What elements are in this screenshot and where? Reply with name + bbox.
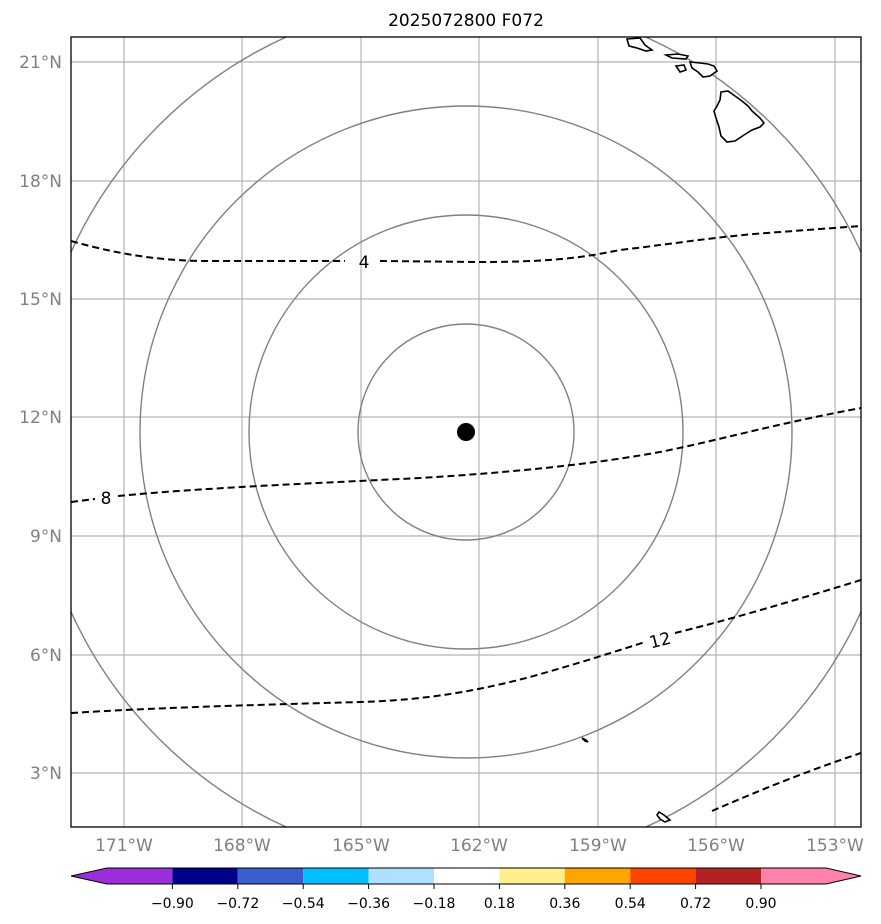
colorbar-segment bbox=[564, 868, 631, 884]
map-frame bbox=[70, 36, 862, 828]
range-ring-2 bbox=[248, 214, 684, 650]
colorbar-segment bbox=[172, 868, 238, 884]
island-kauai bbox=[625, 37, 655, 52]
lat-tick-label: 6°N bbox=[30, 646, 62, 666]
lat-tick-label: 3°N bbox=[30, 764, 62, 784]
lon-tick-label: 168°W bbox=[213, 836, 271, 856]
colorbar-extend-high bbox=[826, 868, 861, 884]
range-rings bbox=[71, 37, 861, 827]
island-oahu bbox=[663, 53, 690, 60]
storm-center-marker bbox=[457, 423, 475, 441]
lon-axis: 171°W 168°W 165°W 162°W 159°W 156°W 153°… bbox=[95, 836, 864, 856]
contour-lines bbox=[71, 225, 861, 812]
colorbar-segment bbox=[695, 868, 761, 884]
colorbar-tick-label: −0.54 bbox=[282, 896, 325, 912]
colorbar-segment bbox=[107, 868, 173, 884]
island-hawaii bbox=[713, 90, 766, 143]
map-title: 2025072800 F072 bbox=[388, 11, 544, 31]
island-lanai bbox=[674, 64, 688, 73]
lat-tick-label: 9°N bbox=[30, 527, 62, 547]
range-ring-3 bbox=[139, 105, 793, 759]
island-small-2 bbox=[656, 810, 672, 823]
colorbar-outline bbox=[70, 867, 862, 885]
lat-tick-label: 15°N bbox=[19, 290, 62, 310]
colorbar: −0.90 −0.72 −0.54 −0.36 −0.18 0.18 0.36 … bbox=[70, 867, 862, 912]
colorbar-segment bbox=[237, 868, 304, 884]
colorbar-segment bbox=[368, 868, 434, 884]
colorbar-segment bbox=[434, 868, 500, 884]
colorbar-ticks bbox=[171, 884, 762, 889]
colorbar-tick-label: −0.90 bbox=[151, 896, 194, 912]
colorbar-tick-label: 0.72 bbox=[680, 896, 711, 912]
lat-tick-label: 21°N bbox=[19, 53, 62, 73]
contour-line-4 bbox=[71, 225, 861, 264]
island-small-1 bbox=[581, 737, 589, 743]
contour-label-12: 12 bbox=[647, 629, 673, 654]
colorbar-tick-label: 0.90 bbox=[745, 896, 776, 912]
lon-tick-label: 171°W bbox=[95, 836, 153, 856]
colorbar-tick-label: 0.36 bbox=[549, 896, 580, 912]
lat-tick-label: 18°N bbox=[19, 172, 62, 192]
lon-tick-label: 162°W bbox=[450, 836, 508, 856]
lon-tick-label: 165°W bbox=[332, 836, 390, 856]
contour-line-16 bbox=[711, 752, 861, 812]
colorbar-segment bbox=[303, 868, 369, 884]
lon-tick-label: 156°W bbox=[687, 836, 745, 856]
colorbar-segment bbox=[761, 868, 826, 884]
graticule bbox=[71, 37, 861, 827]
lon-tick-label: 159°W bbox=[569, 836, 627, 856]
contour-label-8: 8 bbox=[101, 489, 112, 509]
colorbar-segment bbox=[630, 868, 696, 884]
colorbar-extend-low bbox=[71, 868, 107, 884]
contour-line-12 bbox=[71, 579, 861, 714]
lon-tick-label: 153°W bbox=[806, 836, 864, 856]
map-area: 4 8 12 bbox=[71, 37, 861, 827]
range-ring-1 bbox=[357, 323, 575, 541]
colorbar-tick-label: 0.18 bbox=[484, 896, 515, 912]
colorbar-tick-label: 0.54 bbox=[615, 896, 646, 912]
colorbar-tick-label: −0.72 bbox=[216, 896, 259, 912]
island-maui bbox=[688, 61, 719, 78]
lat-tick-label: 12°N bbox=[19, 408, 62, 428]
lat-axis: 21°N 18°N 15°N 12°N 9°N 6°N 3°N bbox=[19, 53, 62, 784]
coastlines bbox=[581, 37, 766, 823]
contour-line-8 bbox=[71, 407, 861, 503]
colorbar-tick-labels: −0.90 −0.72 −0.54 −0.36 −0.18 0.18 0.36 … bbox=[151, 896, 777, 912]
colorbar-segment bbox=[499, 868, 565, 884]
colorbar-tick-label: −0.36 bbox=[347, 896, 390, 912]
colorbar-tick-label: −0.18 bbox=[413, 896, 456, 912]
contour-label-4: 4 bbox=[359, 253, 370, 273]
